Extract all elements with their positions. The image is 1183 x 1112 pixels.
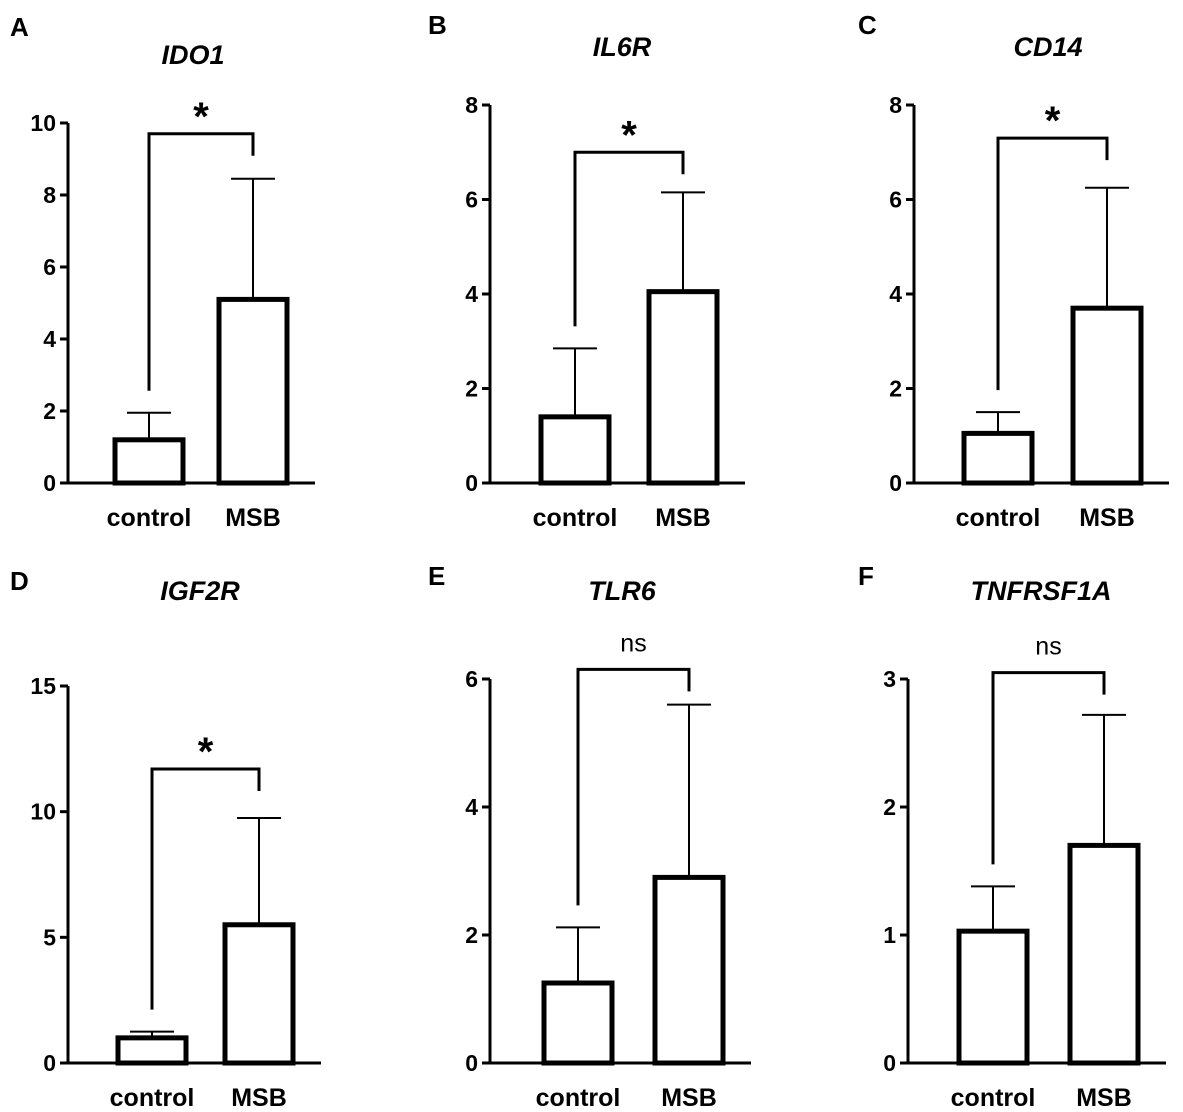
y-tick-label: 8: [465, 92, 478, 118]
panel-f: F TNFRSF1A 0 1 2 3 control MSB ns: [858, 561, 1166, 1112]
x-category-label: MSB: [231, 1084, 287, 1112]
bar-control: [956, 928, 1030, 1066]
bar-msb: [646, 289, 720, 486]
panel-letter: A: [10, 12, 29, 42]
panel-letter: B: [428, 10, 447, 40]
significance-label: *: [1045, 99, 1061, 143]
bar-msb: [1067, 842, 1141, 1066]
y-tick-label: 0: [465, 470, 478, 496]
x-category-label: control: [951, 1084, 1036, 1112]
bar-msb: [216, 296, 290, 486]
y-tick-label: 8: [43, 182, 56, 208]
significance-label: *: [198, 730, 214, 774]
significance-label: ns: [620, 629, 646, 657]
y-tick-label: 2: [43, 398, 56, 424]
y-tick-label: 5: [43, 924, 56, 950]
bar-control: [961, 430, 1035, 486]
bar-control: [541, 980, 615, 1066]
significance-bracket: [991, 671, 1106, 865]
x-category-label: MSB: [655, 504, 711, 532]
bar-msb: [652, 874, 726, 1066]
panel-letter: D: [10, 566, 29, 596]
y-tick-label: 6: [889, 187, 902, 213]
y-tick-label: 8: [889, 92, 902, 118]
significance-bracket: [147, 132, 255, 391]
chart-title: IGF2R: [160, 576, 240, 606]
bar-control: [538, 414, 612, 486]
significance-bracket: [576, 667, 691, 906]
significance-label: *: [193, 95, 209, 139]
y-tick-label: 2: [889, 376, 902, 402]
x-category-label: control: [536, 1084, 621, 1112]
y-tick-label: 3: [883, 666, 896, 692]
y-tick-label: 4: [889, 281, 902, 307]
y-tick-label: 1: [883, 922, 896, 948]
panel-d: D IGF2R 0 5 10 15 control MSB *: [10, 566, 321, 1112]
y-tick-label: 0: [465, 1050, 478, 1076]
chart-title: CD14: [1013, 32, 1082, 62]
panel-b: B IL6R 0 2 4 6 8 control MSB *: [428, 10, 745, 532]
panel-letter: E: [428, 561, 445, 591]
bar-msb: [1070, 305, 1144, 486]
panel-a: A IDO1 0 2 4 6 8 10 control MSB *: [10, 12, 315, 532]
x-category-label: control: [107, 504, 192, 532]
y-tick-label: 0: [889, 470, 902, 496]
significance-bracket: [573, 150, 685, 327]
panel-e: E TLR6 0 2 4 6 control MSB ns: [428, 561, 751, 1112]
x-category-label: control: [533, 504, 618, 532]
significance-label: *: [621, 113, 637, 157]
y-tick-label: 10: [30, 110, 56, 136]
y-tick-label: 0: [43, 1050, 56, 1076]
x-category-label: MSB: [661, 1084, 717, 1112]
x-category-label: control: [110, 1084, 195, 1112]
x-category-label: MSB: [225, 504, 281, 532]
y-tick-label: 6: [465, 666, 478, 692]
significance-label: ns: [1035, 633, 1061, 661]
y-tick-label: 2: [465, 376, 478, 402]
y-tick-label: 4: [465, 794, 478, 820]
panel-c: C CD14 0 2 4 6 8 control MSB *: [858, 10, 1169, 532]
y-tick-label: 2: [883, 794, 896, 820]
y-tick-label: 2: [465, 922, 478, 948]
y-tick-label: 0: [43, 470, 56, 496]
y-tick-label: 6: [465, 187, 478, 213]
chart-title: TNFRSF1A: [971, 576, 1112, 606]
y-tick-label: 0: [883, 1050, 896, 1076]
x-category-label: MSB: [1076, 1084, 1132, 1112]
y-tick-label: 15: [30, 673, 56, 699]
bar-control: [112, 437, 186, 486]
y-tick-label: 4: [43, 326, 56, 352]
chart-title: TLR6: [588, 576, 656, 606]
significance-bracket: [150, 767, 261, 1010]
x-category-label: control: [956, 504, 1041, 532]
bar-msb: [222, 922, 296, 1066]
y-tick-label: 4: [465, 281, 478, 307]
x-category-label: MSB: [1079, 504, 1135, 532]
panel-letter: F: [858, 561, 874, 591]
chart-title: IDO1: [161, 40, 224, 70]
y-tick-label: 10: [30, 799, 56, 825]
y-tick-label: 6: [43, 254, 56, 280]
panel-letter: C: [858, 10, 877, 40]
bar-control: [115, 1035, 189, 1066]
chart-title: IL6R: [593, 32, 652, 62]
significance-bracket: [996, 136, 1109, 391]
